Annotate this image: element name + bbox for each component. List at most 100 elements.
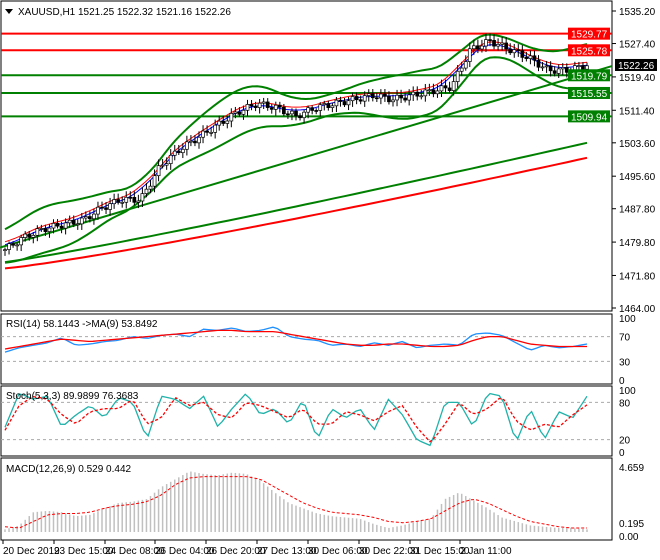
candle [358, 95, 363, 105]
candle [516, 44, 521, 57]
candle [104, 202, 108, 214]
candle [144, 182, 149, 198]
candle-body [116, 199, 121, 203]
macd-tick-label: 0.195 [619, 519, 644, 530]
candle-body [508, 48, 513, 54]
candle-body [233, 111, 238, 114]
candle-body [273, 104, 278, 110]
candle-body [168, 154, 173, 164]
candle-body [358, 99, 363, 102]
candle [447, 81, 452, 94]
candle-body [257, 102, 262, 108]
candle-body [532, 55, 537, 61]
candle [193, 135, 197, 147]
candle [415, 86, 420, 101]
candle-body [391, 99, 395, 103]
candle-body [395, 94, 399, 101]
candle-body [51, 222, 56, 229]
candle [439, 79, 444, 98]
candle [213, 119, 218, 139]
candle-body [500, 42, 504, 45]
price-tag: 1525.78 [571, 46, 608, 57]
candle-body [318, 104, 323, 111]
price-tick-label: 1464.00 [619, 304, 656, 315]
candle [298, 113, 302, 121]
candle-body [387, 95, 391, 103]
candle-body [334, 99, 339, 107]
candle [31, 232, 36, 244]
candle [136, 194, 141, 209]
candle-body [249, 104, 254, 107]
candle [532, 50, 537, 67]
dropdown-triangle-icon[interactable] [5, 9, 13, 14]
candle-body [556, 68, 561, 74]
candle-body [294, 110, 298, 117]
time-tick-label: 20 Dec 2019 [3, 546, 60, 557]
candle [112, 193, 116, 209]
candle [435, 84, 440, 98]
candle-body [577, 65, 581, 67]
candle [318, 102, 323, 117]
candle-body [564, 67, 569, 73]
candle [233, 106, 238, 119]
candle-body [11, 243, 15, 246]
price-tag-bg [568, 44, 610, 57]
candle-body [15, 244, 19, 247]
candle [366, 89, 371, 102]
candle-body [488, 39, 492, 41]
candle-body [544, 65, 549, 68]
candle-body [322, 103, 327, 106]
price-tag-bg [615, 58, 657, 71]
candle-body [451, 81, 456, 91]
candle-body [217, 120, 222, 126]
indicator-tick-label: 100 [619, 386, 636, 397]
candle [185, 135, 189, 156]
candle [294, 108, 298, 121]
candle [407, 89, 412, 106]
candle-body [492, 40, 496, 47]
candle [395, 89, 399, 107]
price-tag-bg [568, 69, 610, 82]
bollinger-upper [4, 33, 588, 231]
candle-body [148, 185, 153, 190]
bollinger-lower [4, 56, 587, 264]
candle-body [338, 99, 343, 102]
candle-body [59, 225, 64, 229]
candle-body [528, 55, 533, 59]
rsi-line [4, 326, 588, 353]
candle [504, 37, 509, 55]
macd-tick-label: 0.00 [619, 532, 639, 543]
candle [524, 52, 529, 62]
candle [282, 103, 286, 117]
candle [7, 241, 11, 255]
candle-body [552, 70, 557, 74]
candle [528, 50, 533, 65]
candle-body [193, 140, 197, 144]
candle-body [540, 66, 545, 69]
candle [556, 64, 561, 78]
candle [27, 230, 32, 241]
candle [403, 92, 407, 103]
candle-body [205, 130, 209, 133]
candle-body [96, 206, 100, 215]
candle-body [290, 110, 294, 115]
candle [245, 99, 250, 117]
candle [23, 231, 28, 242]
candle-body [3, 249, 7, 251]
candle-body [43, 228, 48, 232]
macd-signal-line [4, 476, 587, 529]
candle [544, 61, 549, 73]
candle [508, 43, 513, 56]
candle-body [306, 107, 310, 113]
candle [560, 63, 565, 76]
candle-body [140, 193, 145, 202]
candle [362, 91, 367, 107]
candle [128, 191, 133, 202]
rsi-title: RSI(14) 58.1443 ->MA(9) 53.8492 [6, 319, 158, 330]
candle [484, 33, 488, 52]
price-tag: 1519.79 [571, 71, 608, 82]
candle [500, 37, 504, 51]
indicator-tick-label: 20 [619, 436, 631, 447]
candle-body [55, 222, 60, 227]
